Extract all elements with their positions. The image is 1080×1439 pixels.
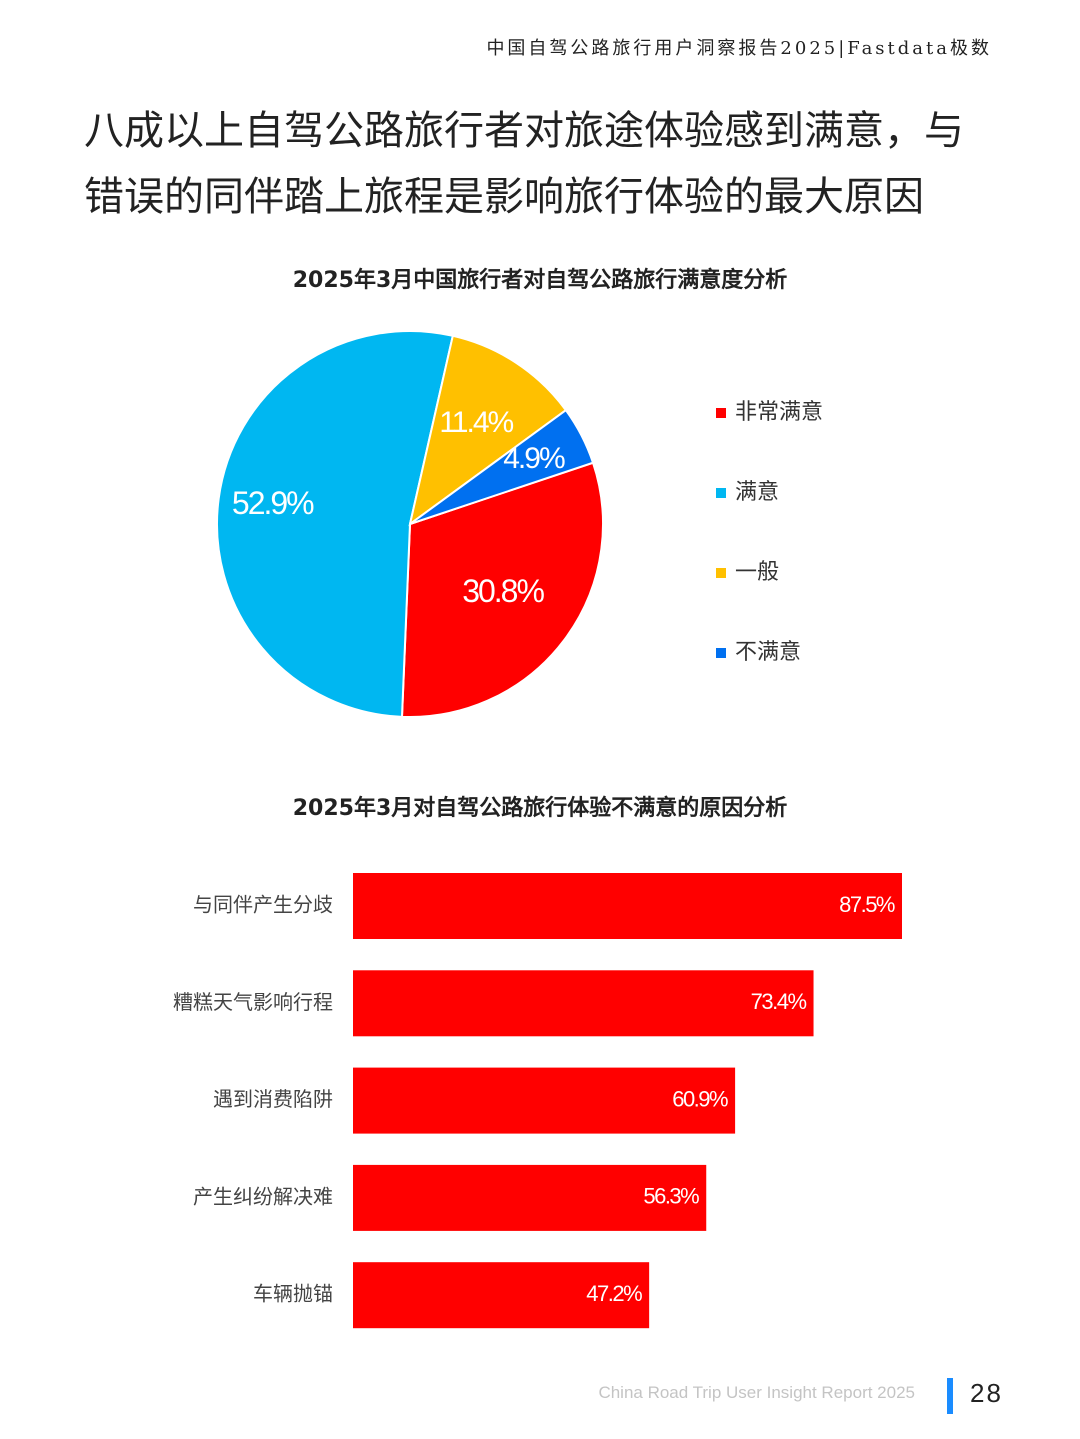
report-header: 中国自驾公路旅行用户洞察报告2025|Fastdata极数 [486, 38, 992, 59]
pie-slice-label-2: 52.9% [232, 485, 314, 521]
headline-line-2: 错误的同伴踏上旅程是影响旅行体验的最大原因 [84, 174, 924, 220]
bar-value-label-1: 87.5% [839, 892, 895, 917]
page-headline: 八成以上自驾公路旅行者对旅途体验感到满意，与 错误的同伴踏上旅程是影响旅行体验的… [84, 98, 1004, 230]
pie-slice-3 [408, 334, 568, 527]
bar-category-label-4: 产生纠纷解决难 [193, 1184, 333, 1208]
bar-value-label-5: 47.2% [586, 1281, 642, 1306]
bar-value-label-2: 73.4% [751, 989, 807, 1014]
footer-accent-bar [947, 1378, 953, 1414]
bar-category-label-3: 遇到消费陷阱 [213, 1087, 333, 1111]
bar-1 [353, 873, 902, 939]
bar-3 [353, 1067, 736, 1134]
bar-category-label-1: 与同伴产生分歧 [193, 893, 333, 917]
pie-slice-label-3: 11.4% [439, 406, 513, 439]
legend-label-3: 一般 [735, 560, 779, 585]
pie-slice-1 [400, 461, 604, 718]
bar-value-label-4: 56.3% [643, 1184, 699, 1209]
bar-4 [353, 1164, 707, 1231]
bar-chart-title: 2025年3月对自驾公路旅行体验不满意的原因分析 [292, 796, 788, 821]
bar-2 [353, 970, 814, 1037]
bar-category-label-5: 车辆抛锚 [253, 1282, 333, 1306]
bar-5 [353, 1262, 650, 1329]
page-number: 28 [970, 1378, 1003, 1408]
legend-swatch-2 [716, 488, 726, 498]
legend-label-2: 满意 [735, 480, 779, 505]
pie-slice-2 [216, 330, 455, 718]
legend-label-1: 非常满意 [735, 400, 823, 425]
pie-slice-label-4: 4.9% [503, 442, 565, 475]
pie-slice-label-1: 30.8% [462, 573, 544, 609]
legend-label-4: 不满意 [735, 640, 801, 665]
legend-swatch-4 [716, 648, 726, 658]
legend-swatch-1 [716, 408, 726, 418]
legend-swatch-3 [716, 568, 726, 578]
bar-category-label-2: 糟糕天气影响行程 [173, 990, 333, 1014]
bar-value-label-3: 60.9% [672, 1086, 728, 1111]
footer-report-name: China Road Trip User Insight Report 2025 [598, 1383, 915, 1402]
pie-chart-title: 2025年3月中国旅行者对自驾公路旅行满意度分析 [292, 268, 788, 293]
headline-line-1: 八成以上自驾公路旅行者对旅途体验感到满意，与 [84, 108, 964, 154]
pie-slice-4 [409, 408, 595, 525]
dissatisfaction-bar-chart: 与同伴产生分歧 87.5% 糟糕天气影响行程 73.4% 遇到消费陷阱 60.9% 产生纠纷… [173, 873, 902, 1329]
